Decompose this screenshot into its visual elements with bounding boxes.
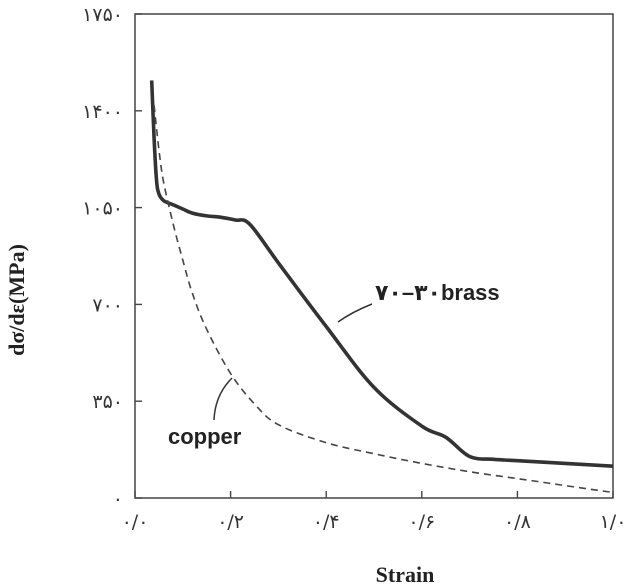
- annotation-label: ۷۰–۳۰brass: [375, 280, 500, 305]
- series-layer: [149, 80, 614, 494]
- y-tick-label: ۱۷۵۰: [82, 4, 123, 26]
- copper-series-line: [153, 105, 614, 494]
- y-tick-label: ۱۴۰۰: [82, 101, 123, 123]
- x-tick-label: ۰/۲: [217, 511, 244, 533]
- plot-border: [134, 13, 614, 499]
- y-tick-label: ۱۰۵۰: [82, 198, 123, 220]
- x-tick-label: ۰/۶: [408, 511, 435, 533]
- y-tick-label: ۷۰۰: [92, 294, 123, 316]
- x-tick-label: ۰/۰: [122, 511, 149, 533]
- x-tick-label: ۰/۸: [504, 511, 531, 533]
- annotation-layer: ۷۰–۳۰brass copper: [168, 280, 500, 449]
- annotation-leader: [337, 303, 373, 323]
- y-tick-label: ۰: [113, 488, 123, 510]
- x-axis-title: Strain: [376, 562, 435, 587]
- x-tick-label: ۱/۰: [600, 511, 627, 533]
- y-axis-title: dσ/dε(MPa): [4, 244, 29, 356]
- brass-series-line: [149, 80, 614, 468]
- y-tick-label: ۳۵۰: [92, 391, 123, 413]
- annotation-label: copper: [168, 424, 242, 449]
- annotation-leader: [213, 377, 233, 421]
- ticks-layer: ۰/۰ ۰/۲ ۰/۴ ۰/۶ ۰/۸ ۱/۰ ۰ ۳۵۰ ۷۰۰ ۱۰۵۰ ۱۴۰۰ ۱۷۵۰: [82, 4, 626, 533]
- plot-frame: [134, 13, 614, 499]
- x-tick-label: ۰/۴: [313, 511, 340, 533]
